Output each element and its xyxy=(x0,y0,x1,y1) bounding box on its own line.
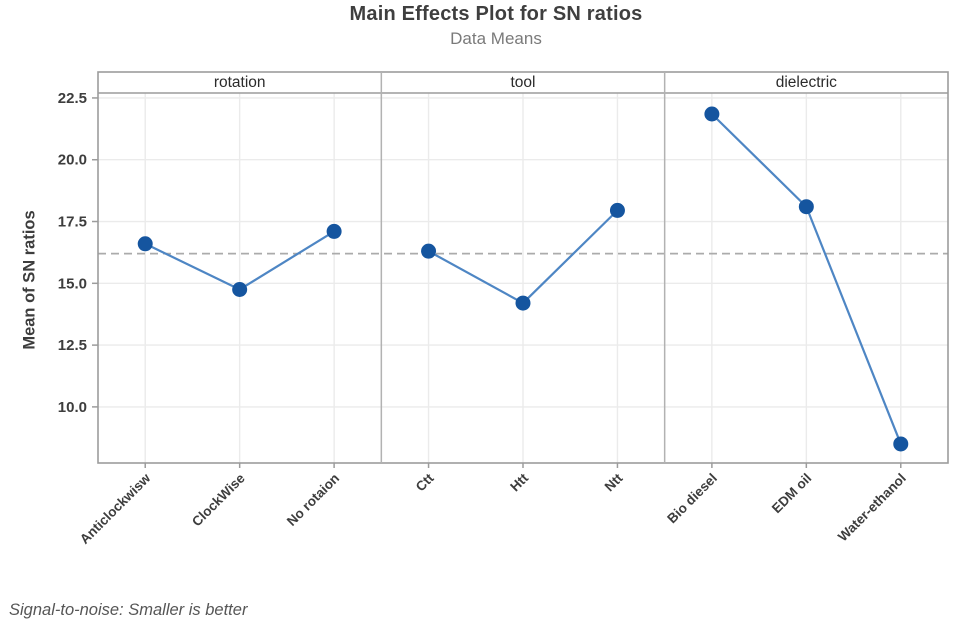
x-category-label: Htt xyxy=(507,470,531,494)
footnote: Signal-to-noise: Smaller is better xyxy=(9,601,248,619)
data-point-marker xyxy=(421,243,437,259)
data-point-marker xyxy=(326,223,342,239)
y-tick-label: 22.5 xyxy=(58,90,87,107)
data-point-marker xyxy=(798,199,814,215)
panel-header-label: tool xyxy=(511,74,536,91)
data-point-marker xyxy=(137,236,153,252)
data-point-marker xyxy=(515,295,531,311)
data-point-marker xyxy=(704,106,720,122)
y-tick-label: 17.5 xyxy=(58,214,87,231)
panel-header-label: dielectric xyxy=(776,74,837,91)
chart-subtitle: Data Means xyxy=(450,29,542,48)
x-category-label: Bio diesel xyxy=(664,471,720,527)
x-category-label: No rotaion xyxy=(284,471,342,529)
data-point-marker xyxy=(609,202,625,218)
y-tick-label: 20.0 xyxy=(58,152,87,169)
panel-header-label: rotation xyxy=(214,74,266,91)
x-category-label: Water-ethanol xyxy=(835,471,909,545)
data-point-marker xyxy=(893,436,909,452)
y-tick-label: 12.5 xyxy=(58,337,87,354)
y-tick-label: 15.0 xyxy=(58,275,87,292)
data-point-marker xyxy=(232,281,248,297)
x-category-label: Ctt xyxy=(413,470,437,494)
x-category-label: Ntt xyxy=(602,470,626,494)
x-category-label: Anticlockwisw xyxy=(77,470,154,547)
x-category-label: ClockWise xyxy=(189,470,248,529)
y-tick-label: 10.0 xyxy=(58,399,87,416)
chart-title: Main Effects Plot for SN ratios xyxy=(349,3,643,25)
x-category-label: EDM oil xyxy=(769,471,815,517)
